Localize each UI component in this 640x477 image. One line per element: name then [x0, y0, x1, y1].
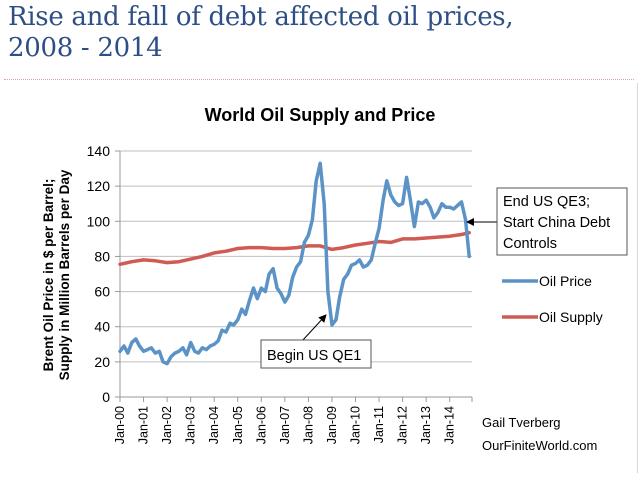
y-tick-label: 40 — [94, 319, 110, 335]
x-tick-label: Jan-09 — [325, 406, 339, 444]
credit-author: Gail Tverberg — [482, 415, 561, 430]
y-tick-label: 60 — [94, 284, 110, 300]
legend-item-oil-supply: Oil Supply — [502, 309, 603, 325]
annotation-begin-qe1: Begin US QE1 — [260, 314, 372, 369]
legend: Oil Price Oil Supply — [502, 273, 603, 325]
x-tick-label: Jan-01 — [137, 406, 151, 444]
y-tick-label: 100 — [87, 213, 111, 229]
y-axis: 0 20 40 60 80 100 120 140 — [87, 143, 121, 405]
x-tick-label: Jan-08 — [301, 406, 315, 444]
slide-title-line2: 2008 - 2014 — [8, 33, 163, 63]
credit-website: OurFiniteWorld.com — [482, 438, 597, 453]
y-tick-label: 120 — [87, 178, 111, 194]
x-tick-label: Jan-13 — [419, 406, 433, 444]
legend-item-oil-price: Oil Price — [502, 273, 592, 289]
annotation-text-qe3-line1: End US QE3; — [503, 194, 590, 210]
y-tick-label: 0 — [102, 389, 110, 405]
x-tick-label: Jan-06 — [254, 406, 268, 444]
x-tick-label: Jan-10 — [349, 406, 363, 444]
chart-title: World Oil Supply and Price — [205, 105, 436, 125]
x-tick-label: Jan-11 — [372, 406, 386, 443]
title-divider — [4, 79, 634, 80]
series-line-oil-supply — [118, 230, 471, 267]
y-tick-label: 80 — [94, 248, 110, 264]
annotation-end-qe3: End US QE3; Start China Debt Controls — [466, 187, 628, 256]
annotation-text-qe1: Begin US QE1 — [267, 348, 361, 364]
x-tick-label: Jan-04 — [207, 406, 221, 444]
series-group — [118, 161, 471, 366]
x-tick-label: Jan-14 — [443, 406, 457, 444]
x-tick-label: Jan-03 — [184, 406, 198, 444]
x-tick-label: Jan-05 — [231, 406, 245, 444]
y-axis-label-line1: Brent Oil Price in $ per Barrel; — [41, 179, 56, 372]
y-tick-label: 20 — [94, 354, 110, 370]
slide-title-line1: Rise and fall of debt affected oil price… — [8, 2, 514, 32]
annotation-text-qe3-line2: Start China Debt — [503, 215, 610, 231]
x-tick-label: Jan-02 — [160, 406, 174, 444]
legend-label-oil-price: Oil Price — [539, 273, 592, 289]
credit: Gail Tverberg OurFiniteWorld.com — [482, 415, 597, 453]
x-axis: Jan-00 Jan-01 Jan-02 Jan-03 Jan-04 Jan-05 Jan-… — [113, 396, 473, 444]
x-tick-label: Jan-12 — [396, 406, 410, 444]
legend-label-oil-supply: Oil Supply — [539, 309, 603, 325]
annotation-box-qe3 — [496, 187, 628, 256]
series-line-oil-price — [118, 161, 471, 366]
gridlines — [120, 150, 472, 363]
y-tick-label: 140 — [87, 143, 111, 159]
x-tick-label: Jan-00 — [113, 406, 127, 444]
annotation-box-qe1 — [260, 339, 372, 369]
annotation-arrow-qe1 — [301, 314, 327, 342]
slide-title: Rise and fall of debt affected oil price… — [8, 2, 514, 64]
y-axis-label-line2: Supply in Million Barrels per Day — [57, 169, 72, 380]
chart-frame-border — [637, 83, 638, 473]
annotation-text-qe3-line3: Controls — [503, 236, 557, 252]
y-axis-label: Brent Oil Price in $ per Barrel; Supply … — [41, 169, 72, 380]
x-tick-label: Jan-07 — [278, 406, 292, 444]
